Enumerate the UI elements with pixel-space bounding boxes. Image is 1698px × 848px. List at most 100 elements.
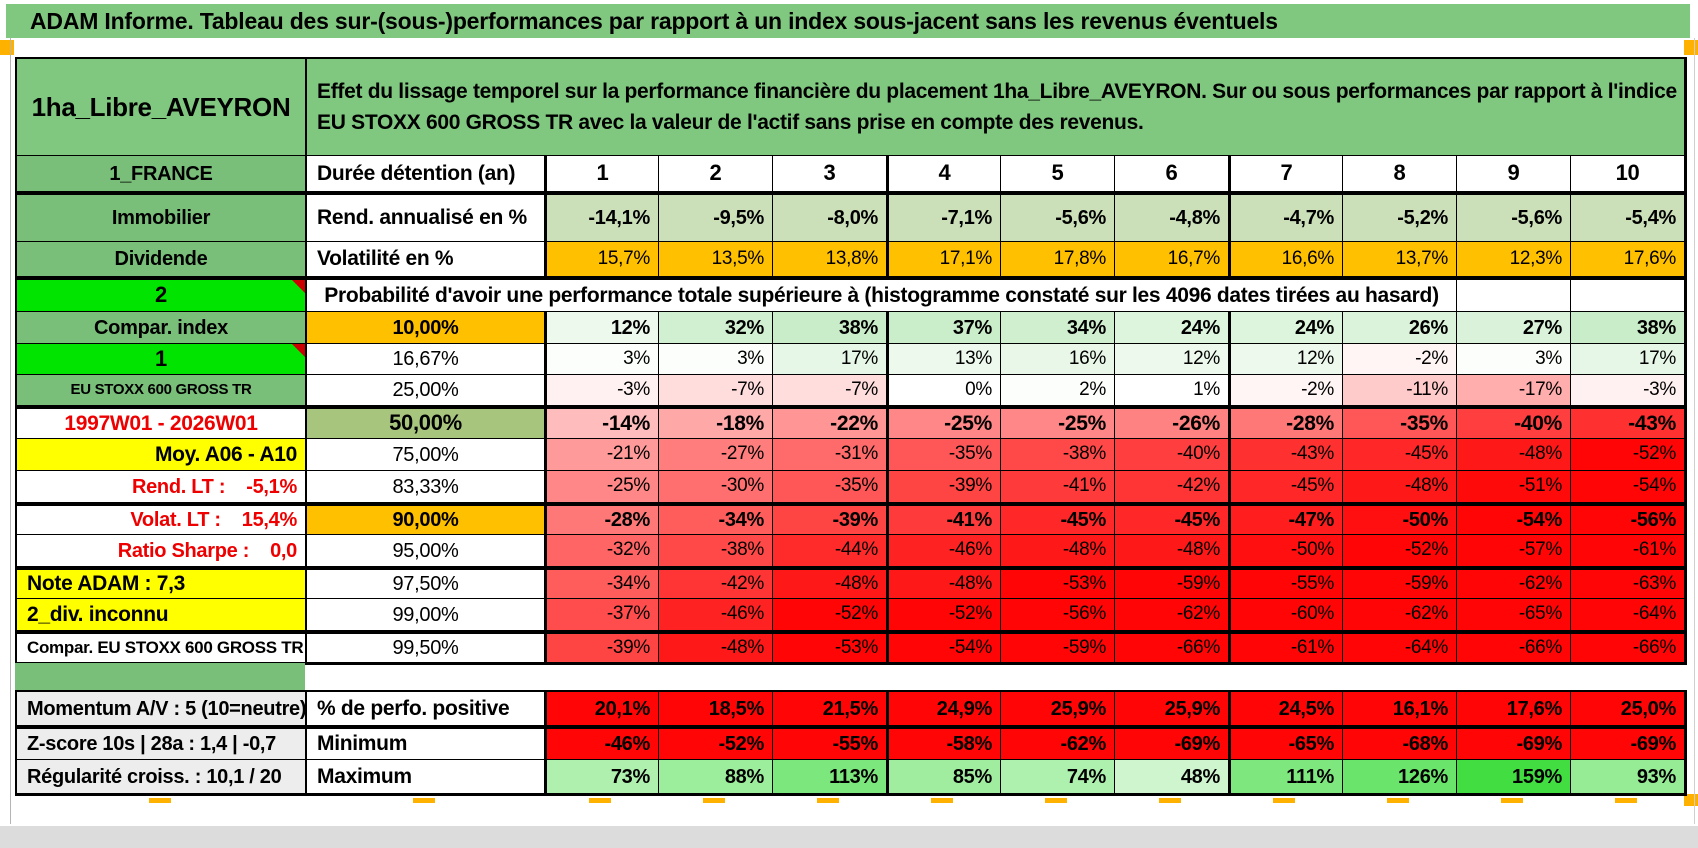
stat-value-cell[interactable]: -68%	[1343, 726, 1457, 760]
volatilite-value-cell[interactable]: 13,8%	[773, 242, 887, 277]
quantile-label-cell[interactable]: 1997W01 - 2026W01	[17, 406, 307, 439]
threshold-cell[interactable]: 99,50%	[307, 631, 545, 663]
matrix-value-cell[interactable]: -48%	[1457, 439, 1571, 471]
matrix-value-cell[interactable]: -64%	[1343, 631, 1457, 663]
stat-value-cell[interactable]: 25,9%	[1001, 692, 1115, 726]
sheet-title[interactable]: ADAM Informe. Tableau des sur-(sous-)per…	[6, 4, 1690, 38]
stat-value-cell[interactable]: -62%	[1001, 726, 1115, 760]
matrix-value-cell[interactable]: -28%	[1229, 406, 1343, 439]
matrix-value-cell[interactable]: 34%	[1001, 312, 1115, 344]
matrix-value-cell[interactable]: 3%	[659, 344, 773, 375]
duration-col-header[interactable]: 5	[1001, 156, 1115, 192]
empty-cell[interactable]	[1457, 277, 1571, 312]
duration-col-header[interactable]: 10	[1571, 156, 1685, 192]
matrix-value-cell[interactable]: -28%	[545, 503, 659, 535]
matrix-value-cell[interactable]: -26%	[1115, 406, 1229, 439]
rendement-value-cell[interactable]: -5,6%	[1457, 192, 1571, 242]
matrix-value-cell[interactable]: 38%	[1571, 312, 1685, 344]
duration-col-header[interactable]: 3	[773, 156, 887, 192]
rendement-value-cell[interactable]: -8,0%	[773, 192, 887, 242]
matrix-value-cell[interactable]: -2%	[1343, 344, 1457, 375]
volatilite-metric-cell[interactable]: Volatilité en %	[307, 242, 545, 277]
matrix-value-cell[interactable]: 27%	[1457, 312, 1571, 344]
quantile-label-cell[interactable]: Volat. LT : 15,4%	[17, 503, 307, 535]
matrix-value-cell[interactable]: -39%	[545, 631, 659, 663]
matrix-value-cell[interactable]: -48%	[887, 567, 1001, 599]
matrix-value-cell[interactable]: -50%	[1229, 535, 1343, 567]
matrix-value-cell[interactable]: 38%	[773, 312, 887, 344]
duration-col-header[interactable]: 9	[1457, 156, 1571, 192]
threshold-cell[interactable]: 97,50%	[307, 567, 545, 599]
matrix-value-cell[interactable]: -62%	[1457, 567, 1571, 599]
rendement-value-cell[interactable]: -5,2%	[1343, 192, 1457, 242]
threshold-cell[interactable]: 50,00%	[307, 406, 545, 439]
matrix-value-cell[interactable]: 37%	[887, 312, 1001, 344]
matrix-value-cell[interactable]: -62%	[1343, 599, 1457, 631]
probabilite-marker-cell[interactable]: 2	[17, 277, 307, 312]
matrix-value-cell[interactable]: -46%	[659, 599, 773, 631]
matrix-value-cell[interactable]: -25%	[545, 471, 659, 503]
matrix-value-cell[interactable]: -3%	[545, 375, 659, 406]
stat-value-cell[interactable]: 88%	[659, 760, 773, 794]
matrix-value-cell[interactable]: -53%	[773, 631, 887, 663]
matrix-value-cell[interactable]: -25%	[1001, 406, 1115, 439]
rendement-value-cell[interactable]: -5,6%	[1001, 192, 1115, 242]
stat-value-cell[interactable]: 74%	[1001, 760, 1115, 794]
matrix-value-cell[interactable]: -66%	[1457, 631, 1571, 663]
stat-metric-cell[interactable]: Minimum	[307, 726, 545, 760]
stat-value-cell[interactable]: -52%	[659, 726, 773, 760]
matrix-value-cell[interactable]: -38%	[659, 535, 773, 567]
matrix-value-cell[interactable]: -59%	[1115, 567, 1229, 599]
matrix-value-cell[interactable]: -51%	[1457, 471, 1571, 503]
quantile-label-cell[interactable]: Note ADAM : 7,3	[17, 567, 307, 599]
quantile-label-cell[interactable]: Rend. LT : -5,1%	[17, 471, 307, 503]
matrix-value-cell[interactable]: -48%	[1001, 535, 1115, 567]
rendement-value-cell[interactable]: -4,8%	[1115, 192, 1229, 242]
matrix-value-cell[interactable]: -41%	[887, 503, 1001, 535]
quantile-label-cell[interactable]: Compar. index	[17, 312, 307, 344]
matrix-value-cell[interactable]: -27%	[659, 439, 773, 471]
matrix-value-cell[interactable]: -54%	[887, 631, 1001, 663]
matrix-value-cell[interactable]: -60%	[1229, 599, 1343, 631]
matrix-value-cell[interactable]: -61%	[1571, 535, 1685, 567]
stat-metric-cell[interactable]: % de perfo. positive	[307, 692, 545, 726]
matrix-value-cell[interactable]: -3%	[1571, 375, 1685, 406]
matrix-value-cell[interactable]: -17%	[1457, 375, 1571, 406]
stat-value-cell[interactable]: 25,9%	[1115, 692, 1229, 726]
matrix-value-cell[interactable]: -11%	[1343, 375, 1457, 406]
matrix-value-cell[interactable]: -48%	[1115, 535, 1229, 567]
empty-cell[interactable]	[1571, 277, 1685, 312]
matrix-value-cell[interactable]: -37%	[545, 599, 659, 631]
quantile-label-cell[interactable]: EU STOXX 600 GROSS TR	[17, 375, 307, 406]
stat-value-cell[interactable]: 48%	[1115, 760, 1229, 794]
matrix-value-cell[interactable]: 16%	[1001, 344, 1115, 375]
matrix-value-cell[interactable]: 3%	[1457, 344, 1571, 375]
duration-col-header[interactable]: 4	[887, 156, 1001, 192]
matrix-value-cell[interactable]: -52%	[773, 599, 887, 631]
matrix-value-cell[interactable]: -22%	[773, 406, 887, 439]
stat-value-cell[interactable]: 126%	[1343, 760, 1457, 794]
matrix-value-cell[interactable]: -35%	[1343, 406, 1457, 439]
stat-value-cell[interactable]: 24,9%	[887, 692, 1001, 726]
threshold-cell[interactable]: 10,00%	[307, 312, 545, 344]
matrix-value-cell[interactable]: -21%	[545, 439, 659, 471]
stat-value-cell[interactable]: 17,6%	[1457, 692, 1571, 726]
matrix-value-cell[interactable]: -57%	[1457, 535, 1571, 567]
matrix-value-cell[interactable]: -7%	[659, 375, 773, 406]
description-cell[interactable]: Effet du lissage temporel sur la perform…	[307, 59, 1685, 156]
matrix-value-cell[interactable]: -35%	[773, 471, 887, 503]
country-label-cell[interactable]: 1_FRANCE	[17, 156, 307, 192]
volatilite-value-cell[interactable]: 13,7%	[1343, 242, 1457, 277]
matrix-value-cell[interactable]: 3%	[545, 344, 659, 375]
matrix-value-cell[interactable]: -50%	[1343, 503, 1457, 535]
stat-label-cell[interactable]: Régularité croiss. : 10,1 / 20	[17, 760, 307, 794]
duration-metric-cell[interactable]: Durée détention (an)	[307, 156, 545, 192]
matrix-value-cell[interactable]: -45%	[1343, 439, 1457, 471]
threshold-cell[interactable]: 16,67%	[307, 344, 545, 375]
matrix-value-cell[interactable]: -59%	[1001, 631, 1115, 663]
matrix-value-cell[interactable]: -62%	[1115, 599, 1229, 631]
rendement-value-cell[interactable]: -4,7%	[1229, 192, 1343, 242]
matrix-value-cell[interactable]: -66%	[1115, 631, 1229, 663]
stat-value-cell[interactable]: 111%	[1229, 760, 1343, 794]
quantile-label-cell[interactable]: Compar. EU STOXX 600 GROSS TR	[17, 631, 307, 663]
